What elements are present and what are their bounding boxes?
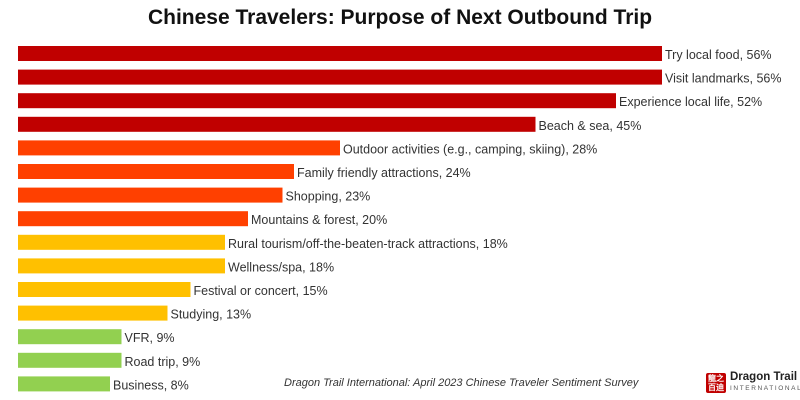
bar bbox=[18, 376, 110, 392]
bar-label: Rural tourism/off-the-beaten-track attra… bbox=[228, 237, 508, 251]
bar-label: Business, 8% bbox=[113, 378, 189, 392]
bar-label: Studying, 13% bbox=[171, 308, 252, 322]
bar-label: Beach & sea, 45% bbox=[539, 119, 642, 133]
bar-label: VFR, 9% bbox=[125, 331, 175, 345]
bar-label: Outdoor activities (e.g., camping, skiin… bbox=[343, 142, 597, 156]
bar-label: Mountains & forest, 20% bbox=[251, 213, 387, 227]
bar bbox=[18, 258, 225, 274]
bar bbox=[18, 46, 662, 61]
logo-text: Dragon Trail INTERNATIONAL bbox=[730, 371, 800, 394]
bar bbox=[18, 187, 283, 203]
bar bbox=[18, 329, 122, 345]
bar-label: Experience local life, 52% bbox=[619, 95, 762, 109]
bar-label: Visit landmarks, 56% bbox=[665, 72, 782, 86]
bar bbox=[18, 305, 168, 321]
bar-label: Shopping, 23% bbox=[286, 190, 371, 204]
logo-mark-icon: 龍之 百迪 bbox=[706, 373, 726, 393]
bar bbox=[18, 352, 122, 368]
source-note: Dragon Trail International: April 2023 C… bbox=[284, 377, 639, 389]
bar-label: Wellness/spa, 18% bbox=[228, 260, 334, 274]
bar bbox=[18, 211, 248, 227]
bar bbox=[18, 282, 191, 297]
bar-label: Festival or concert, 15% bbox=[194, 284, 328, 298]
bar-label: Family friendly attractions, 24% bbox=[297, 166, 471, 180]
dragon-trail-logo: 龍之 百迪 Dragon Trail INTERNATIONAL bbox=[706, 371, 800, 394]
bar bbox=[18, 116, 536, 132]
bar bbox=[18, 69, 662, 85]
bar bbox=[18, 93, 616, 109]
bar-label: Try local food, 56% bbox=[665, 48, 772, 62]
logo-subtitle: INTERNATIONAL bbox=[730, 385, 800, 392]
bar bbox=[18, 140, 340, 156]
chart-title: Chinese Travelers: Purpose of Next Outbo… bbox=[147, 6, 653, 29]
logo-name: Dragon Trail bbox=[730, 371, 798, 383]
bar bbox=[18, 234, 225, 250]
bar-label: Road trip, 9% bbox=[125, 355, 201, 369]
bar bbox=[18, 164, 294, 179]
